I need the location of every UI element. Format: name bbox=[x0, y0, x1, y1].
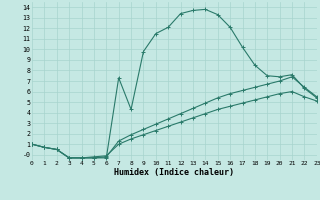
X-axis label: Humidex (Indice chaleur): Humidex (Indice chaleur) bbox=[115, 168, 234, 177]
